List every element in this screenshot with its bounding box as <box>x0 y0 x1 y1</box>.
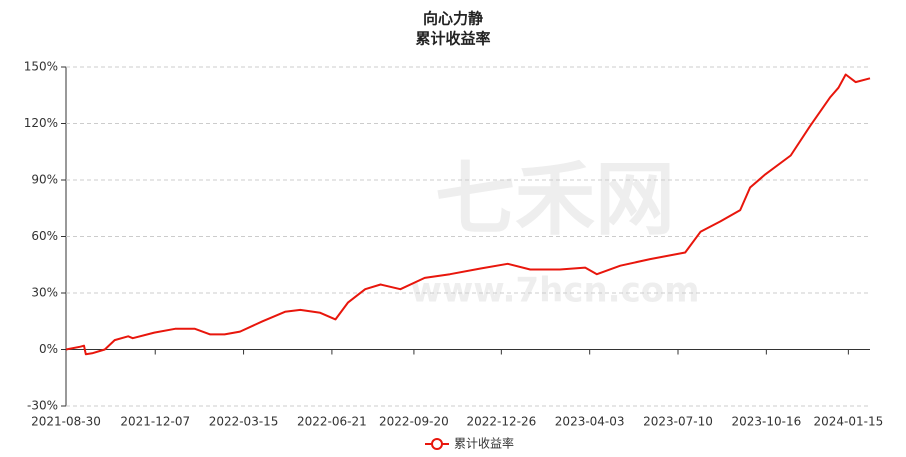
x-tick-label: 2022-09-20 <box>379 415 449 429</box>
x-tick-label: 2022-06-21 <box>297 415 367 429</box>
legend-marker <box>431 438 443 450</box>
x-tick-label: 2022-03-15 <box>209 415 279 429</box>
x-tick-label: 2023-04-03 <box>555 415 625 429</box>
y-tick-label: 30% <box>31 286 58 300</box>
y-tick-label: 60% <box>31 229 58 243</box>
x-tick-label: 2024-01-15 <box>813 415 883 429</box>
x-tick-label: 2021-12-07 <box>120 415 190 429</box>
x-tick-label: 2022-12-26 <box>466 415 536 429</box>
y-tick-label: 120% <box>24 116 58 130</box>
chart-subtitle: 累计收益率 <box>415 30 490 48</box>
y-tick-label: 90% <box>31 173 58 187</box>
x-tick-label: 2023-10-16 <box>731 415 801 429</box>
chart-title: 向心力静 <box>423 10 483 28</box>
y-tick-label: 150% <box>24 60 58 74</box>
watermark: www.7hcn.com <box>410 271 699 311</box>
line <box>65 73 871 356</box>
x-tick-label: 2023-07-10 <box>643 415 713 429</box>
legend-label: 累计收益率 <box>454 436 514 451</box>
watermark: 七禾网 <box>435 153 675 246</box>
y-tick-label: 0% <box>39 342 58 356</box>
x-tick-label: 2021-08-30 <box>31 415 101 429</box>
y-tick-label: -30% <box>27 399 58 413</box>
